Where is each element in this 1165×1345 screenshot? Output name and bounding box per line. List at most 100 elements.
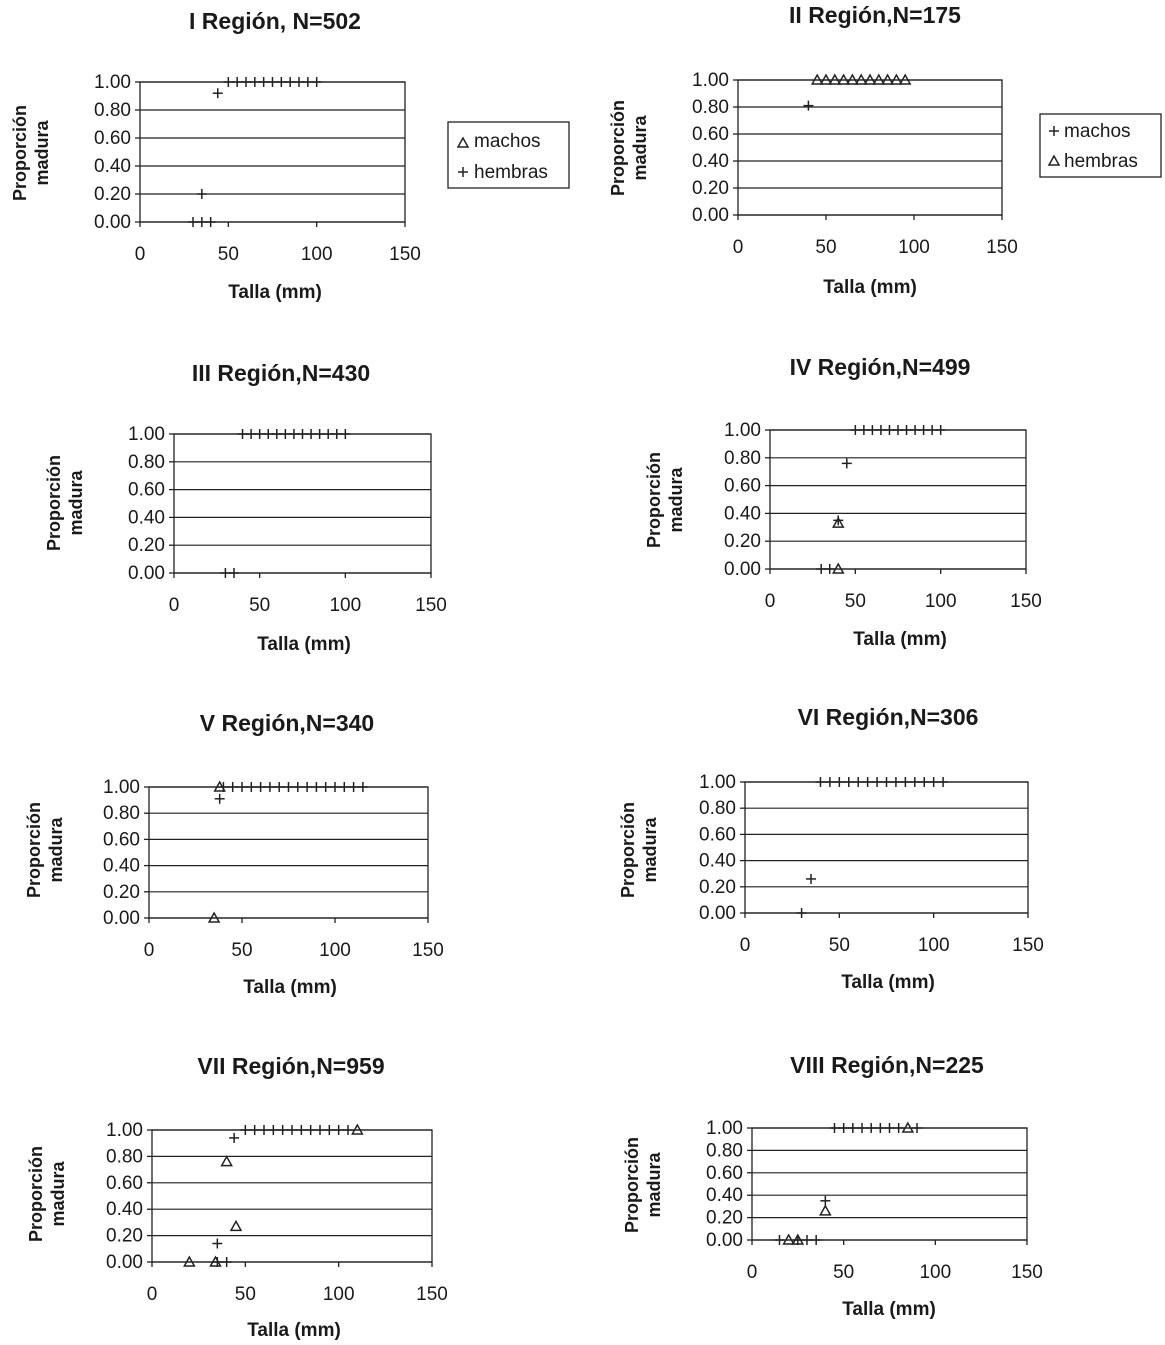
y-tick-label: 0.60 [692, 124, 729, 145]
data-point-plus [900, 777, 911, 787]
legend-region-i: machos hembras [447, 121, 570, 189]
data-point-plus [847, 1123, 858, 1133]
y-tick-label: 0.20 [724, 531, 761, 552]
legend-label: machos [474, 131, 541, 152]
x-tick-label: 50 [218, 244, 239, 265]
data-point-plus [297, 429, 308, 439]
y-tick-label: 1.00 [706, 1118, 743, 1139]
data-point-plus [339, 782, 350, 792]
y-tick-label: 1.00 [103, 777, 140, 798]
plot-frame [151, 1129, 433, 1263]
data-point-triangle [220, 1155, 233, 1167]
data-point-plus [294, 77, 304, 87]
data-point-triangle [881, 73, 894, 85]
data-point-triangle [898, 73, 912, 85]
data-point-plus [867, 425, 878, 435]
data-point-plus [280, 429, 291, 439]
data-point-plus [229, 1132, 240, 1143]
x-axis-label: Talla (mm) [853, 629, 947, 650]
chart-title: VIII Región,N=225 [790, 1052, 984, 1078]
y-axis-label: Proporción madura [10, 105, 52, 201]
data-point-triangle [209, 1255, 222, 1267]
y-tick-label: 0.40 [692, 151, 729, 172]
y-tick-label: 0.00 [724, 559, 761, 580]
legend-label: machos [1064, 121, 1131, 142]
data-point-plus [919, 777, 930, 787]
y-tick-label: 0.60 [724, 476, 761, 497]
x-tick-label: 0 [747, 1262, 758, 1283]
y-tick-label: 0.20 [692, 178, 729, 199]
data-point-plus [277, 1125, 288, 1135]
data-point-triangle [791, 1233, 805, 1245]
data-point-triangle [213, 780, 226, 792]
data-point-triangle [890, 73, 903, 85]
data-point-plus [866, 1123, 877, 1133]
data-point-plus [893, 425, 903, 435]
data-point-plus [306, 429, 317, 439]
x-tick-label: 150 [416, 1284, 448, 1305]
chart-panel: I Región, N=502 0.00 0.20 0.40 0.60 0.80 1.00 0… [10, 8, 421, 303]
plot-frame [769, 429, 1027, 570]
data-point-plus [909, 777, 920, 787]
data-point-plus [249, 77, 260, 87]
data-point-plus [263, 429, 274, 439]
data-point-plus [267, 77, 278, 87]
y-tick-label: 0.60 [103, 829, 140, 850]
data-point-triangle [183, 1255, 196, 1267]
data-point-plus [858, 425, 869, 435]
data-point-triangle [810, 73, 824, 85]
data-point-plus [815, 777, 826, 787]
chart-title: V Región,N=340 [200, 710, 374, 736]
chart-title: VI Región,N=306 [798, 704, 979, 730]
data-point-triangle [229, 1219, 243, 1232]
data-point-plus [287, 1125, 297, 1135]
data-point-plus [196, 189, 207, 199]
y-axis-label: Proporción madura [44, 455, 86, 551]
data-point-plus [918, 425, 929, 435]
y-tick-label: 1.00 [724, 420, 761, 441]
x-tick-label: 0 [733, 237, 744, 258]
data-point-plus [935, 425, 946, 435]
data-point-triangle [351, 1123, 364, 1135]
data-point-plus [340, 429, 351, 439]
x-tick-label: 100 [301, 244, 333, 265]
x-tick-label: 150 [1010, 591, 1042, 612]
data-point-plus [246, 782, 257, 792]
x-tick-label: 100 [919, 1262, 951, 1283]
legend-label: hembras [474, 162, 548, 183]
chart-title: IV Región,N=499 [790, 354, 971, 380]
data-point-plus [271, 429, 282, 439]
data-point-plus [302, 77, 313, 87]
y-tick-label: 0.00 [106, 1252, 143, 1273]
x-axis-label: Talla (mm) [228, 282, 322, 303]
data-point-plus [241, 77, 251, 87]
data-point-plus [268, 1125, 279, 1135]
y-tick-label: 0.80 [706, 1140, 743, 1161]
x-tick-label: 0 [740, 935, 751, 956]
data-point-plus [311, 77, 322, 87]
data-point-triangle [846, 73, 859, 85]
data-point-plus [274, 782, 285, 792]
y-axis-label: Proporción madura [644, 452, 686, 548]
x-axis-label: Talla (mm) [247, 1320, 341, 1341]
data-point-plus [901, 425, 912, 435]
x-tick-label: 100 [319, 940, 351, 961]
y-tick-label: 0.40 [699, 851, 736, 872]
data-point-plus [237, 429, 248, 439]
x-axis-label: Talla (mm) [842, 1299, 936, 1320]
data-point-plus [796, 908, 807, 918]
data-point-plus [315, 1125, 325, 1135]
data-point-triangle [819, 1204, 832, 1216]
y-tick-label: 0.60 [706, 1163, 743, 1184]
x-axis-label: Talla (mm) [841, 972, 935, 993]
x-tick-label: 50 [829, 935, 850, 956]
y-tick-label: 0.80 [106, 1146, 143, 1167]
plus-marker-icon [458, 167, 468, 177]
data-point-plus [884, 1123, 895, 1133]
y-axis-label: Proporción madura [24, 802, 66, 898]
y-tick-label: 0.40 [706, 1185, 743, 1206]
plus-marker-icon [1049, 126, 1059, 136]
data-point-triangle [782, 1233, 795, 1245]
y-tick-label: 1.00 [699, 772, 736, 793]
